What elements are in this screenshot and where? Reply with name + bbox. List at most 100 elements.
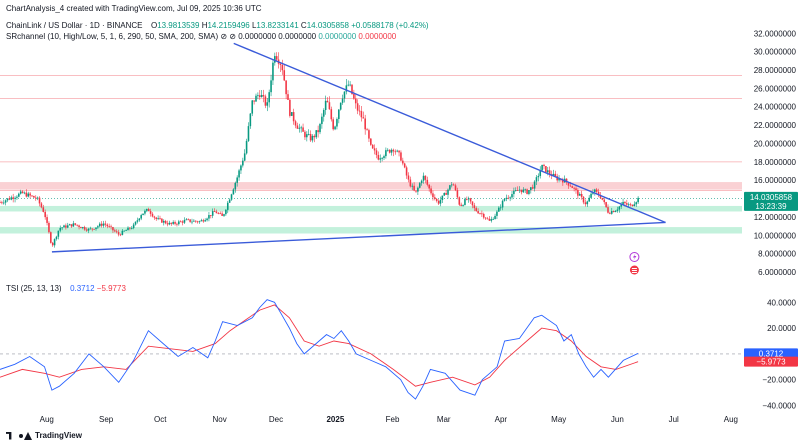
candle-body	[418, 183, 421, 188]
candle-body	[499, 207, 502, 209]
candle-body	[445, 193, 447, 195]
candle-body	[373, 148, 376, 151]
candle-body	[89, 228, 92, 230]
candle-body	[193, 220, 195, 222]
candle-body	[132, 224, 135, 229]
candle-body	[326, 100, 329, 103]
candle-body	[539, 170, 542, 176]
candle-body	[334, 126, 336, 130]
candle-body	[200, 220, 203, 222]
candles	[0, 52, 639, 248]
candle-body	[108, 226, 110, 228]
tsi-title[interactable]: TSI (25, 13, 13)	[6, 284, 62, 293]
visibility-icons[interactable]: ⊘ ⊘	[220, 32, 236, 41]
candle-body	[14, 197, 16, 199]
price-tick-label: 6.0000000	[758, 268, 796, 277]
candle-body	[307, 133, 310, 135]
candle-body	[526, 189, 528, 194]
candle-body	[584, 202, 587, 205]
low-label: L	[251, 21, 257, 30]
candle-body	[601, 197, 604, 200]
candle-body	[10, 197, 13, 200]
candle-body	[458, 197, 461, 205]
candle-body	[558, 178, 560, 181]
candle-body	[155, 217, 158, 219]
candle-body	[637, 197, 639, 203]
tsi-signal-badge-text: −5.9773	[756, 358, 786, 367]
candle-body	[400, 152, 402, 161]
candle-body	[629, 204, 632, 206]
candle-body	[121, 230, 124, 235]
candle-body	[424, 175, 427, 180]
candle-body	[543, 164, 545, 167]
candle-body	[232, 189, 235, 195]
srchannel-title[interactable]: SRchannel (10, High/Low, 5, 1, 6, 290, 5…	[6, 32, 219, 41]
candle-body	[484, 217, 487, 219]
candle-body	[490, 219, 493, 221]
candle-body	[328, 102, 331, 110]
candle-body	[339, 102, 342, 110]
candle-body	[66, 225, 69, 228]
sr-value-2: 0.0000000	[278, 32, 317, 41]
candle-body	[409, 179, 412, 187]
candle-body	[324, 100, 327, 111]
price-tick-label: 18.0000000	[754, 158, 797, 167]
candle-body	[102, 223, 105, 226]
tsi-badge-text: 0.3712	[759, 349, 784, 358]
candle-body	[191, 221, 193, 223]
candle-body	[2, 202, 5, 204]
candle-body	[68, 224, 71, 226]
candle-body	[144, 210, 146, 214]
candle-body	[605, 202, 607, 208]
candle-body	[161, 218, 163, 223]
candle-body	[176, 223, 178, 225]
close-value: 14.0305858	[306, 21, 349, 30]
candle-body	[196, 221, 199, 223]
candle-body	[319, 124, 321, 133]
candle-body	[313, 135, 316, 138]
candle-body	[411, 185, 414, 187]
trendline	[51, 221, 666, 253]
candle-body	[249, 113, 252, 127]
candle-body	[377, 155, 380, 160]
candle-body	[78, 225, 80, 228]
tradingview-logo[interactable]: TradingView	[6, 431, 82, 440]
candle-body	[97, 226, 99, 228]
candle-body	[514, 190, 517, 192]
candle-body	[258, 95, 261, 98]
symbol-title[interactable]: ChainLink / US Dollar · 1D · BINANCE	[6, 21, 143, 30]
candle-body	[609, 212, 611, 214]
candle-body	[300, 127, 302, 129]
candle-body	[428, 184, 430, 189]
candle-body	[475, 208, 478, 212]
candle-body	[136, 220, 139, 222]
event-marks	[629, 252, 640, 275]
time-tick-label: Mar	[437, 415, 451, 424]
sr-zone-support	[0, 205, 742, 212]
candle-body	[1, 202, 3, 204]
candle-body	[531, 187, 534, 189]
candle-body	[138, 218, 141, 221]
candle-body	[590, 193, 592, 198]
candle-body	[243, 153, 246, 161]
candle-body	[296, 125, 299, 129]
candle-body	[347, 84, 350, 86]
candle-body	[533, 181, 536, 189]
flag-icon-stripe	[631, 272, 637, 273]
candle-body	[496, 211, 498, 216]
candle-body	[627, 204, 630, 206]
candle-body	[42, 207, 45, 212]
candle-body	[603, 199, 606, 203]
candle-body	[518, 189, 521, 191]
candle-body	[83, 227, 86, 230]
time-tick-label: Jun	[611, 415, 624, 424]
candle-body	[565, 178, 568, 183]
candle-body	[211, 211, 214, 216]
candle-body	[614, 211, 617, 213]
candle-body	[407, 175, 410, 180]
candle-body	[16, 196, 18, 198]
sr-zones	[0, 182, 742, 234]
time-tick-label: Apr	[495, 415, 508, 424]
candle-body	[226, 202, 229, 210]
